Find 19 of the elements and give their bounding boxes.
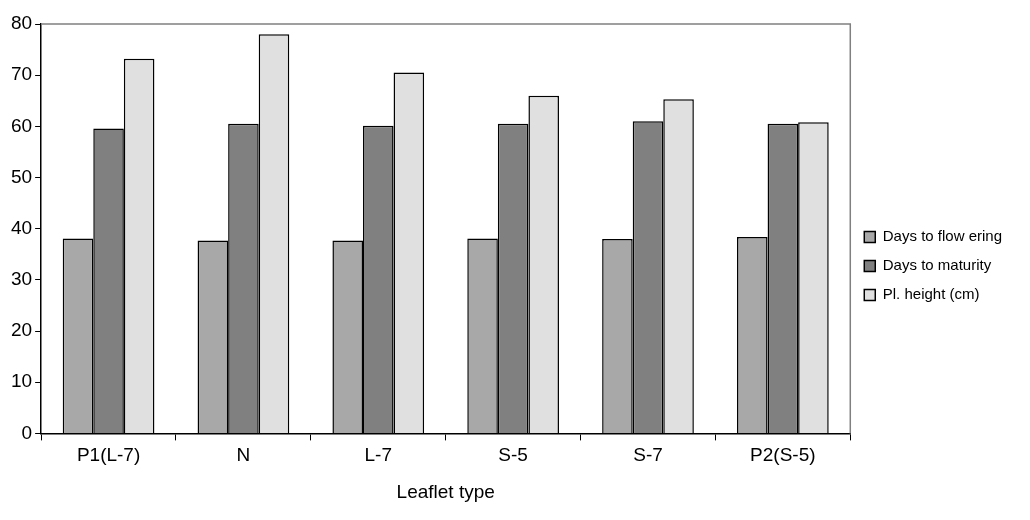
- y-tick-label: 30: [10, 268, 33, 290]
- x-tick-label: L-7: [364, 444, 393, 466]
- x-tick-label: P2(S-5): [750, 444, 816, 466]
- x-axis-title: Leaflet type: [396, 480, 495, 502]
- x-tick-label: S-5: [498, 444, 528, 466]
- x-tick-label: S-7: [633, 444, 663, 466]
- x-tick-label: P1(L-7): [76, 444, 141, 466]
- legend-label: Pl. height (cm): [882, 285, 980, 303]
- x-tick-label: N: [236, 444, 251, 466]
- y-tick-label: 10: [10, 370, 33, 392]
- y-tick-label: 40: [10, 216, 33, 238]
- y-tick-label: 20: [10, 319, 33, 341]
- legend-label: Days to flow ering: [882, 227, 1002, 245]
- y-tick-label: 0: [21, 421, 33, 443]
- legend-label: Days to maturity: [882, 256, 992, 274]
- y-tick-label: 60: [10, 114, 33, 136]
- y-tick-label: 70: [10, 63, 33, 85]
- y-tick-label: 80: [10, 12, 33, 34]
- y-tick-label: 50: [10, 165, 33, 187]
